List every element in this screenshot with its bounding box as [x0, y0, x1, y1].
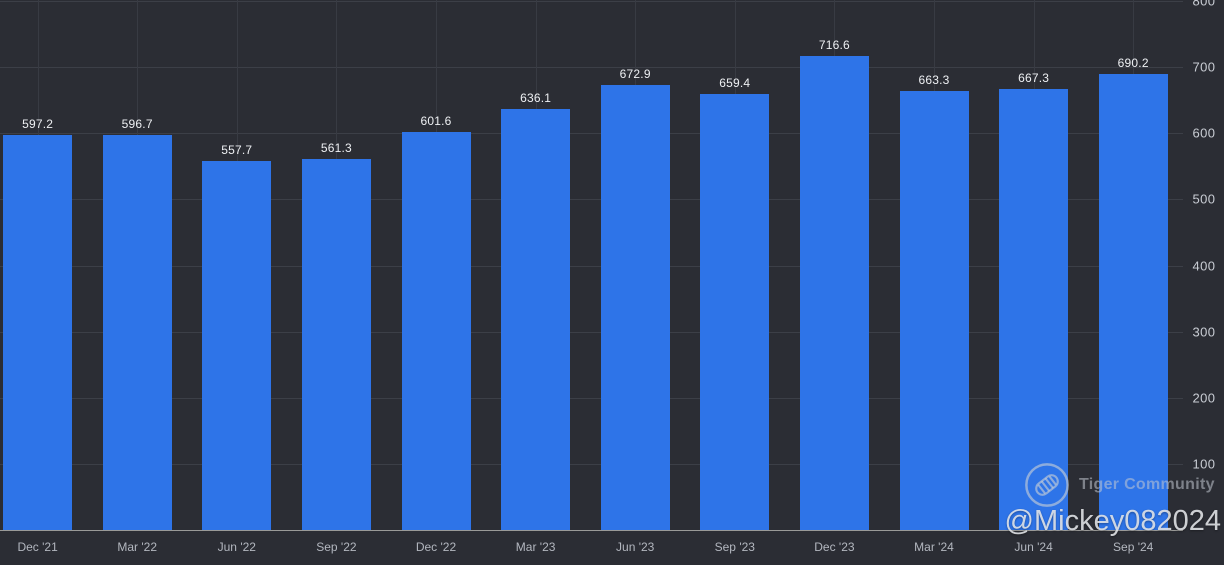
x-axis-tick-label: Dec '22 [415, 540, 457, 554]
bar-value-label: 663.3 [918, 73, 950, 88]
bar-value-label: 716.6 [818, 38, 850, 53]
y-axis-tick-label: 700 [1192, 59, 1216, 75]
grid-line-horizontal [0, 67, 1183, 69]
bar [3, 135, 73, 530]
grid-line-horizontal [0, 133, 1183, 135]
bar [501, 109, 571, 530]
y-axis-tick-label: 600 [1192, 125, 1216, 141]
bar [999, 88, 1069, 530]
bar [102, 135, 172, 530]
bar [401, 132, 471, 530]
y-axis-tick-label: 200 [1192, 390, 1216, 406]
y-axis-tick-label: 500 [1192, 191, 1216, 207]
x-axis-tick-label: Mar '22 [117, 540, 158, 554]
x-axis-tick-label: Jun '22 [217, 540, 256, 554]
bar-value-label: 596.7 [121, 117, 153, 132]
grid-line-horizontal [0, 265, 1183, 267]
bar-value-label: 561.3 [320, 140, 352, 155]
x-axis-line [0, 530, 1183, 531]
y-axis-tick-label: 400 [1192, 258, 1216, 273]
grid-line-horizontal [0, 199, 1183, 201]
bar [700, 93, 770, 530]
y-axis-tick-label: 800 [1192, 0, 1216, 9]
x-axis-tick-label: Sep '22 [316, 540, 357, 554]
y-axis-tick-label: 100 [1192, 456, 1216, 472]
x-axis-tick-label: Dec '21 [17, 540, 58, 554]
bar [1098, 73, 1168, 530]
bar [301, 158, 371, 530]
bar-value-label: 557.7 [221, 143, 253, 158]
x-axis-tick-label: Sep '24 [1113, 540, 1154, 554]
x-axis-tick-label: Mar '23 [515, 540, 556, 554]
bar-value-label: 597.2 [22, 117, 54, 132]
bar [899, 91, 969, 530]
x-axis-tick-label: Jun '23 [616, 540, 655, 554]
grid-line-horizontal [0, 397, 1183, 399]
grid-line-horizontal [0, 463, 1183, 465]
grid-line-horizontal [0, 331, 1183, 333]
grid-line-horizontal [0, 1, 1183, 2]
y-axis-tick-label: 300 [1192, 324, 1216, 340]
bar [799, 56, 869, 530]
bar-value-label: 601.6 [420, 114, 452, 129]
x-axis-tick-label: Jun '24 [1014, 540, 1053, 554]
x-axis-tick-label: Sep '23 [714, 540, 755, 554]
bar-value-label: 672.9 [619, 67, 651, 82]
x-axis-tick-label: Dec '23 [814, 540, 855, 554]
bar [600, 85, 670, 530]
bar-value-label: 636.1 [520, 91, 552, 106]
bar-value-label: 659.4 [719, 75, 751, 90]
bar-value-label: 667.3 [1018, 70, 1050, 85]
bar-value-label: 690.2 [1117, 55, 1149, 70]
x-axis-tick-label: Mar '24 [914, 540, 954, 554]
bar [202, 161, 272, 530]
